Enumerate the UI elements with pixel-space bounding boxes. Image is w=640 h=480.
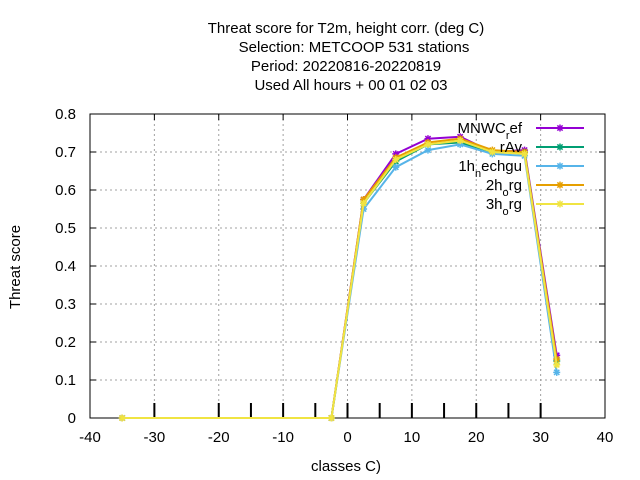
marker-stroke [556,181,564,189]
legend-label: 3horg [486,196,522,218]
data-point [360,199,368,207]
series-4 [118,137,561,422]
x-tick-label: 20 [468,429,485,446]
legend-label: rAv [500,139,523,156]
data-point [553,368,561,376]
y-tick-label: 0.8 [55,106,76,123]
series-layer [118,133,561,422]
marker-stroke [556,200,564,208]
marker-stroke [119,414,126,422]
x-tick-label: -40 [79,429,101,446]
data-point [327,414,335,422]
x-tick-label: 10 [404,429,421,446]
data-point [392,163,400,171]
marker-stroke [521,150,528,158]
data-point [553,361,561,369]
y-axis-ticks: 0 0.1 0.2 0.3 0.4 0.5 0.6 0.7 0.8 [55,106,605,427]
y-tick-label: 0 [68,410,76,427]
legend-marker [556,200,564,208]
marker-stroke [392,164,399,171]
y-tick-label: 0.3 [55,296,76,313]
legend-label: 1hnechgu [458,158,522,180]
legend-entry-0: MNWCref [457,120,584,142]
marker-stroke [556,143,564,151]
x-tick-label: 0 [343,429,351,446]
title-line-4: Used All hours + 00 01 02 03 [254,77,447,94]
legend-label: 2horg [486,177,522,199]
y-tick-label: 0.1 [55,372,76,389]
x-axis-label: classes C) [311,458,381,475]
marker-stroke [556,162,564,170]
x-tick-label: 30 [532,429,549,446]
marker-stroke [424,146,432,154]
x-axis-ticks: -40 -30 -20 -10 0 10 20 30 40 [79,114,613,446]
chart-title: Threat score for T2m, height corr. (deg … [208,20,485,94]
x-tick-label: 40 [597,429,614,446]
y-tick-label: 0.6 [55,182,76,199]
marker-stroke [360,200,367,207]
marker-stroke [328,414,335,422]
grid [90,114,605,418]
data-point [392,156,400,164]
marker-stroke [553,361,560,368]
legend-marker [556,124,564,132]
legend-entry-1: rAv [500,139,584,156]
data-point [424,140,432,148]
y-tick-label: 0.4 [55,258,76,275]
marker-stroke [489,148,496,156]
title-line-2: Selection: METCOOP 531 stations [239,39,470,56]
data-point [456,137,464,145]
legend-marker [556,143,564,151]
x-tick-label: -30 [144,429,166,446]
marker-stroke [457,137,464,144]
y-tick-label: 0.7 [55,144,76,161]
marker-stroke [392,156,399,163]
legend-label: MNWCref [457,120,522,142]
legend-marker [556,181,564,189]
legend-entry-4: 3horg [486,196,584,218]
legend-entry-3: 2horg [486,177,584,199]
marker-stroke [556,124,564,132]
marker-stroke [424,141,432,148]
y-axis-label: Threat score [7,225,24,309]
y-tick-label: 0.5 [55,220,76,237]
legend-entry-2: 1hnechgu [458,158,584,180]
x-tick-label: -20 [208,429,230,446]
x-tick-label: -10 [272,429,294,446]
data-point [521,150,529,158]
y-tick-label: 0.2 [55,334,76,351]
title-line-3: Period: 20220816-20220819 [251,58,441,75]
title-line-1: Threat score for T2m, height corr. (deg … [208,20,485,37]
data-point [118,414,126,422]
marker-stroke [553,369,560,376]
data-point [488,148,496,156]
legend-marker [556,162,564,170]
